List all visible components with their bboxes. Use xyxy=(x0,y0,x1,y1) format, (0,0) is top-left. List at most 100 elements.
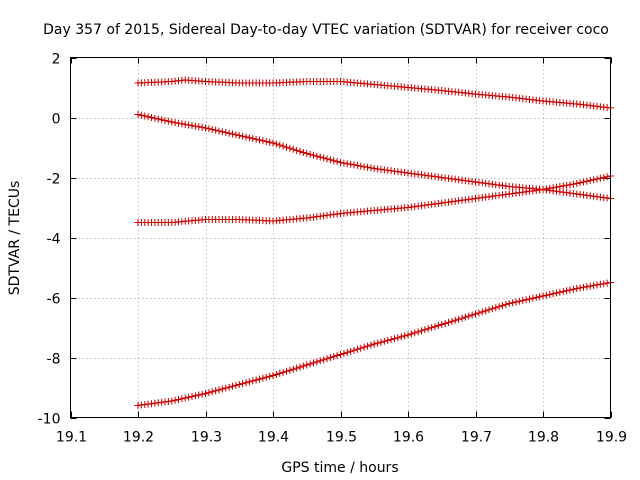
data-point xyxy=(387,336,395,343)
data-point xyxy=(465,312,473,320)
data-point xyxy=(590,282,598,289)
data-point xyxy=(239,380,247,388)
data-point xyxy=(563,181,571,189)
data-point xyxy=(249,135,257,142)
data-point xyxy=(600,280,608,288)
data-point xyxy=(256,136,263,144)
data-point xyxy=(468,311,476,319)
axis-ticks: 19.1 19.2 19.3 19.4 19.5 19.6 19.7 19.8 19.9 -10 -… xyxy=(38,52,627,446)
data-point xyxy=(178,395,186,403)
data-point xyxy=(252,376,260,384)
data-point xyxy=(472,310,479,318)
grid xyxy=(70,57,611,418)
data-point xyxy=(195,391,203,399)
data-point xyxy=(330,157,338,165)
data-point xyxy=(357,162,365,170)
data-point xyxy=(505,300,513,307)
data-point xyxy=(424,325,432,333)
data-point xyxy=(586,282,594,290)
data-point xyxy=(296,147,304,155)
data-point xyxy=(404,331,412,339)
data-point xyxy=(529,294,537,302)
data-point xyxy=(286,366,294,374)
data-point xyxy=(539,292,547,300)
data-point xyxy=(188,122,196,130)
data-point xyxy=(269,139,277,147)
data-point xyxy=(485,306,493,314)
data-point xyxy=(175,396,182,403)
data-point xyxy=(337,159,344,166)
data-point xyxy=(279,368,287,376)
data-point xyxy=(293,364,301,372)
data-point xyxy=(512,298,520,306)
data-point xyxy=(185,121,193,129)
data-point xyxy=(330,353,338,361)
data-point xyxy=(580,178,587,186)
data-point xyxy=(245,134,253,142)
data-point xyxy=(215,386,223,394)
data-point xyxy=(542,185,550,193)
data-point xyxy=(593,281,601,289)
data-point xyxy=(343,348,351,356)
y-tick-label: -2 xyxy=(47,172,61,188)
data-point xyxy=(347,347,355,355)
data-point xyxy=(441,319,449,327)
data-point xyxy=(569,180,577,188)
data-point xyxy=(458,314,466,322)
data-point xyxy=(478,308,486,316)
data-point xyxy=(391,335,398,343)
x-tick-label: 19.1 xyxy=(56,430,87,446)
data-point xyxy=(367,164,375,172)
data-point xyxy=(539,186,547,193)
y-tick-label: 0 xyxy=(52,112,61,128)
data-point xyxy=(215,127,223,135)
data-point xyxy=(235,132,243,139)
data-point xyxy=(259,137,267,145)
y-tick-label: -4 xyxy=(47,232,61,248)
data-point xyxy=(576,284,584,292)
data-point xyxy=(340,159,348,167)
data-point xyxy=(434,322,442,330)
data-point xyxy=(262,138,270,145)
data-point xyxy=(573,285,581,292)
data-point xyxy=(269,372,277,379)
data-point xyxy=(407,330,415,338)
data-point xyxy=(326,354,334,362)
data-point xyxy=(364,163,371,171)
data-point xyxy=(553,289,560,297)
data-point xyxy=(191,392,199,400)
data-point xyxy=(573,180,581,187)
data-point xyxy=(559,288,567,295)
data-point xyxy=(259,374,267,382)
data-point xyxy=(492,304,500,312)
data-point xyxy=(239,132,247,140)
chart-title: Day 357 of 2015, Sidereal Day-to-day VTE… xyxy=(43,22,609,38)
y-axis-label: SDTVAR / TECUs xyxy=(7,181,23,296)
data-point xyxy=(303,150,311,157)
data-point xyxy=(320,356,328,364)
data-point xyxy=(181,394,189,402)
data-point xyxy=(235,381,243,388)
data-point xyxy=(245,378,253,386)
data-point xyxy=(299,148,307,156)
data-point xyxy=(310,359,317,367)
data-point xyxy=(593,175,601,183)
x-tick-label: 19.2 xyxy=(123,430,154,446)
data-point xyxy=(377,338,385,346)
data-point xyxy=(212,126,220,134)
data-point xyxy=(154,115,162,123)
data-point xyxy=(421,326,429,334)
data-point xyxy=(306,360,314,368)
data-point xyxy=(148,114,155,121)
data-point xyxy=(583,177,591,185)
data-point xyxy=(549,290,557,298)
data-point xyxy=(542,291,550,299)
x-tick-label: 19.5 xyxy=(326,430,357,446)
data-point xyxy=(495,303,503,311)
data-point xyxy=(272,370,280,378)
data-point xyxy=(296,363,304,371)
data-point xyxy=(283,143,290,151)
data-point xyxy=(168,118,176,126)
data-point xyxy=(191,122,199,130)
data-point xyxy=(323,355,331,363)
